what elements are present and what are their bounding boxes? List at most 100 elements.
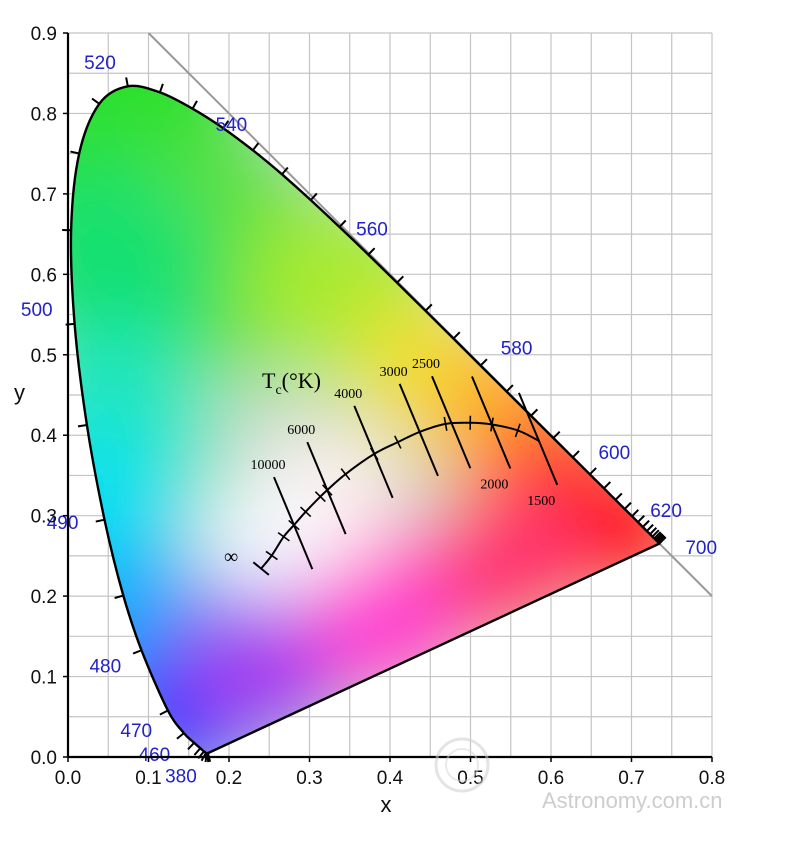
isotherm-label: 3000 (380, 365, 408, 380)
isotherm-line (518, 392, 559, 486)
wavelength-label: 620 (650, 501, 682, 522)
wavelength-tick (623, 501, 632, 510)
isotherm-label: 2500 (412, 357, 440, 372)
planckian-tick (265, 550, 278, 561)
wavelength-tick (658, 536, 667, 545)
wavelength-tick (614, 492, 623, 501)
planckian-tick (314, 491, 326, 503)
wavelength-tick (338, 219, 347, 228)
wavelength-tick (125, 77, 129, 87)
isotherm-label: 6000 (287, 423, 315, 438)
wavelength-tick (114, 594, 124, 599)
wavelength-tick (589, 467, 597, 476)
y-tick-label: 0.7 (31, 185, 57, 206)
wavelength-tick (631, 509, 640, 517)
isotherm-line (471, 376, 512, 469)
wavelength-label: 490 (47, 513, 79, 534)
wavelength-tick (132, 649, 142, 655)
isotherm-line (353, 405, 394, 499)
wavelength-tick (91, 97, 100, 105)
y-tick-label: 0.0 (31, 748, 57, 769)
planckian-tick (340, 468, 351, 481)
wavelength-tick (649, 527, 658, 535)
wavelength-label: 500 (21, 300, 53, 321)
wavelength-tick (603, 481, 612, 490)
wavelength-label: 700 (685, 538, 717, 559)
isotherm-label: 10000 (250, 458, 285, 473)
planckian-tick (514, 423, 521, 438)
wavelength-tick (367, 247, 376, 256)
wavelength-label: 560 (356, 219, 388, 240)
wavelength-tick (176, 732, 185, 740)
wavelength-tick (77, 424, 88, 428)
y-tick-labels: 0.0 0.1 0.2 0.3 0.4 0.5 0.6 0.7 0.8 0.9 (31, 24, 68, 769)
wavelength-tick (505, 384, 514, 393)
wavelength-tick (396, 275, 405, 284)
x-tick-label: 0.6 (538, 768, 564, 789)
svg-text:Tc(°K): Tc(°K) (262, 368, 321, 398)
wavelength-tick (159, 709, 169, 716)
x-tick-label: 0.4 (377, 768, 404, 789)
x-axis-title: x (381, 792, 392, 817)
y-tick-label: 0.5 (31, 346, 57, 367)
wavelength-label: 460 (139, 745, 171, 766)
x-tick-labels: 0.0 0.1 0.2 0.3 0.4 0.5 0.6 0.7 0.8 (55, 757, 725, 789)
x-tick-label: 0.3 (296, 768, 322, 789)
planckian-tick (394, 435, 402, 449)
wavelength-tick (452, 331, 461, 340)
tc-title: Tc(°K) (262, 368, 321, 398)
gamut-color-blob (551, 451, 660, 612)
wavelength-label: 540 (215, 115, 247, 136)
planckian-tick (277, 531, 290, 542)
y-tick-label: 0.4 (31, 426, 58, 447)
planckian-locus (260, 421, 540, 570)
wavelength-tick (252, 142, 260, 151)
wavelength-tick (552, 430, 561, 439)
planckian-end-bar (252, 561, 270, 576)
wavelength-tick (187, 742, 195, 751)
y-axis-title: y (14, 380, 25, 405)
y-tick-label: 0.2 (31, 587, 57, 608)
wavelength-label: 480 (89, 657, 121, 678)
watermark-text: Astronomy.com.cn (542, 788, 723, 813)
isotherm-line (398, 383, 439, 477)
wavelength-tick (310, 192, 318, 201)
wavelength-tick (642, 519, 650, 528)
tc-title-unit: (°K) (282, 368, 321, 393)
wavelength-tick (193, 747, 202, 756)
planckian-tick (443, 416, 448, 431)
wavelength-label: 380 (165, 766, 197, 787)
x-tick-label: 0.8 (699, 768, 725, 789)
isotherm-line (431, 375, 472, 469)
x-tick-label: 0.1 (135, 768, 161, 789)
y-tick-label: 0.9 (31, 24, 57, 45)
y-tick-label: 0.1 (31, 668, 57, 689)
wavelength-tick (651, 529, 660, 538)
wavelength-tick (530, 408, 539, 417)
wavelength-tick (654, 532, 663, 541)
isotherm-lines: 10000 6000 4000 3000 2500 2000 1500 (250, 357, 559, 570)
wavelength-tick (637, 515, 645, 523)
wavelength-tick (158, 83, 164, 93)
gamut-color-blob (70, 164, 219, 385)
wavelength-tick (70, 150, 80, 155)
tc-title-main: T (262, 368, 276, 393)
wavelength-tick (646, 523, 654, 532)
x-tick-label: 0.7 (618, 768, 644, 789)
gamut-color-blob (209, 479, 330, 600)
wavelength-tick (653, 531, 662, 540)
wavelength-tick (191, 100, 198, 110)
isotherm-line (306, 441, 347, 535)
isotherm-label: 1500 (527, 494, 555, 509)
wavelength-label: 470 (120, 721, 152, 742)
isotherm-line (273, 476, 314, 570)
wavelength-tick (222, 120, 230, 129)
wavelength-tick (655, 533, 664, 542)
infinity-label: ∞ (224, 546, 238, 568)
wavelength-label: 520 (84, 53, 116, 74)
wavelength-tick (95, 518, 105, 523)
y-tick-label: 0.6 (31, 265, 57, 286)
isotherm-label: 2000 (480, 478, 508, 493)
